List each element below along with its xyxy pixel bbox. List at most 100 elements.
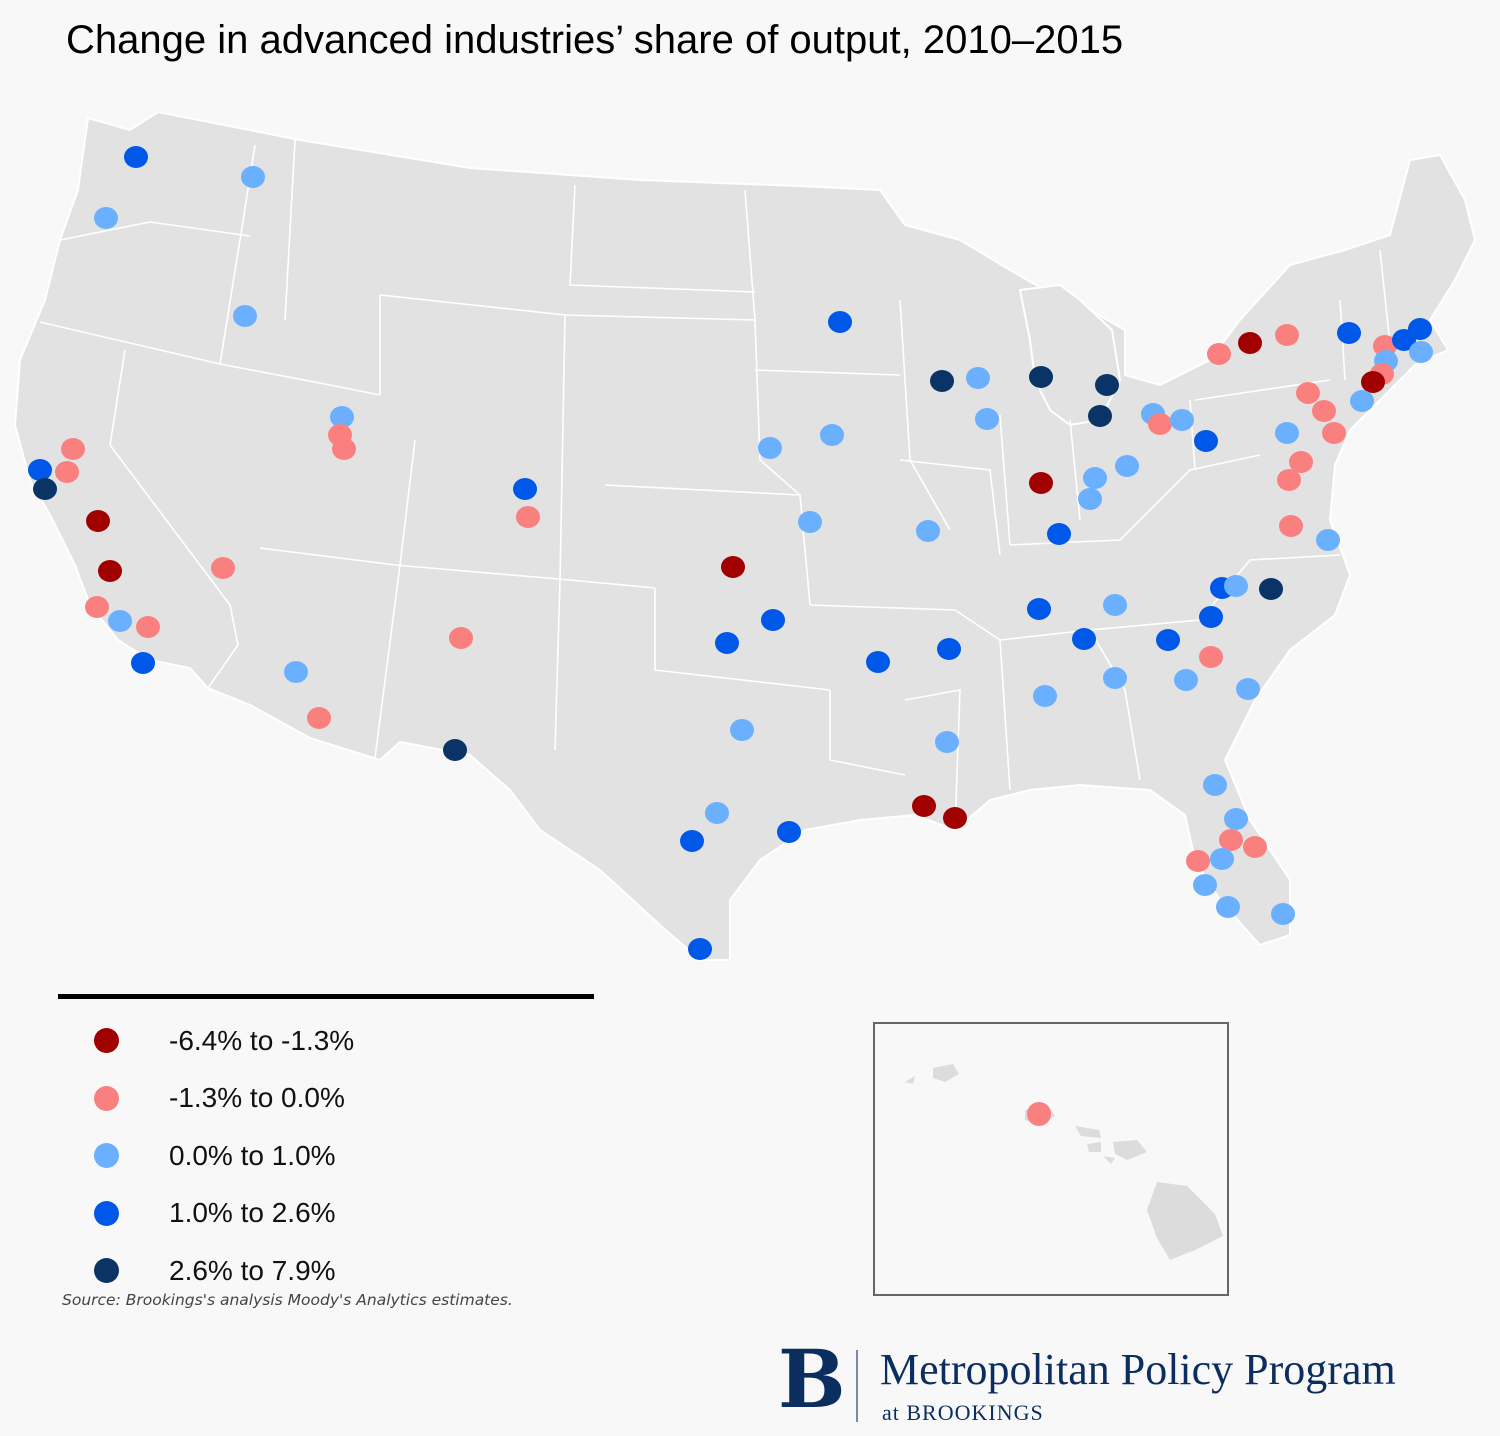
legend-label: -6.4% to -1.3% bbox=[169, 1024, 355, 1056]
metro-dot bbox=[449, 627, 473, 649]
hawaii-honolulu-dot bbox=[1027, 1102, 1051, 1126]
metro-dot bbox=[241, 166, 265, 188]
metro-dot bbox=[1203, 774, 1227, 796]
metro-dot bbox=[1029, 366, 1053, 388]
metro-dot bbox=[1103, 594, 1127, 616]
legend-swatch bbox=[94, 1085, 119, 1111]
metro-dot bbox=[211, 557, 235, 579]
metro-dot bbox=[1238, 332, 1262, 354]
metro-dot bbox=[1207, 343, 1231, 365]
metro-dot bbox=[332, 438, 356, 460]
legend-item: 0.0% to 1.0% bbox=[94, 1127, 354, 1185]
metro-dot bbox=[330, 406, 354, 428]
metro-dot bbox=[516, 506, 540, 528]
metro-dot bbox=[33, 478, 57, 500]
metro-dot bbox=[1078, 488, 1102, 510]
metro-dot bbox=[1224, 808, 1248, 830]
metro-dot bbox=[1224, 575, 1248, 597]
metro-dot bbox=[758, 437, 782, 459]
metro-dot bbox=[715, 632, 739, 654]
metro-dot bbox=[1277, 469, 1301, 491]
legend-label: 2.6% to 7.9% bbox=[169, 1254, 336, 1286]
metro-dot bbox=[94, 207, 118, 229]
metro-dot bbox=[1186, 850, 1210, 872]
metro-dot bbox=[777, 821, 801, 843]
metro-dot bbox=[1103, 667, 1127, 689]
metro-dot bbox=[1316, 529, 1340, 551]
metro-dot bbox=[1088, 405, 1112, 427]
metro-dot bbox=[935, 731, 959, 753]
metro-dot bbox=[1148, 413, 1172, 435]
metro-dot bbox=[1296, 382, 1320, 404]
metro-dot bbox=[1219, 829, 1243, 851]
metro-dot bbox=[307, 707, 331, 729]
legend-swatch bbox=[94, 1028, 119, 1054]
metro-dot bbox=[85, 596, 109, 618]
metro-dot bbox=[975, 408, 999, 430]
metro-dot bbox=[943, 807, 967, 829]
legend-rule bbox=[58, 994, 594, 999]
metro-dot bbox=[1337, 322, 1361, 344]
metro-dot bbox=[937, 638, 961, 660]
metro-dot bbox=[1170, 409, 1194, 431]
metro-dot bbox=[55, 461, 79, 483]
metro-dot bbox=[61, 438, 85, 460]
metro-dot bbox=[1216, 896, 1240, 918]
metro-dot bbox=[98, 560, 122, 582]
metro-dot bbox=[721, 556, 745, 578]
legend-item: -1.3% to 0.0% bbox=[94, 1070, 354, 1128]
metro-dot bbox=[1275, 324, 1299, 346]
metro-dot bbox=[828, 311, 852, 333]
metro-dot bbox=[705, 802, 729, 824]
brookings-logo: B Metropolitan Policy Program at BROOKIN… bbox=[778, 1334, 1458, 1430]
legend-item: 1.0% to 2.6% bbox=[94, 1185, 354, 1243]
metro-dot bbox=[1361, 371, 1385, 393]
metro-dot bbox=[1047, 523, 1071, 545]
metro-dot bbox=[1409, 341, 1433, 363]
metro-dot bbox=[1027, 598, 1051, 620]
metro-dot bbox=[1210, 848, 1234, 870]
metro-dot bbox=[233, 305, 257, 327]
metro-dot bbox=[688, 938, 712, 960]
metro-dot bbox=[1271, 903, 1295, 925]
us-map bbox=[13, 110, 1477, 961]
metro-dots bbox=[28, 146, 1433, 960]
hawaii-map bbox=[905, 1064, 1223, 1260]
metro-dot bbox=[124, 146, 148, 168]
legend-swatch bbox=[94, 1143, 119, 1169]
metro-dot bbox=[28, 459, 52, 481]
metro-dot bbox=[136, 616, 160, 638]
metro-dot bbox=[1083, 467, 1107, 489]
metro-dot bbox=[1259, 578, 1283, 600]
metro-dot bbox=[1174, 669, 1198, 691]
metro-dot bbox=[966, 367, 990, 389]
metro-dot bbox=[1243, 836, 1267, 858]
metro-dot bbox=[443, 739, 467, 761]
metro-dot bbox=[1275, 422, 1299, 444]
metro-dot bbox=[680, 830, 704, 852]
metro-dot bbox=[1072, 628, 1096, 650]
metro-dot bbox=[761, 609, 785, 631]
logo-letter: B bbox=[778, 1332, 846, 1426]
source-note: Source: Brookings's analysis Moody's Ana… bbox=[62, 1291, 513, 1309]
state-borders bbox=[39, 139, 1391, 831]
metro-dot bbox=[1350, 390, 1374, 412]
legend-swatch bbox=[94, 1200, 119, 1226]
metro-dot bbox=[1199, 606, 1223, 628]
legend-label: 0.0% to 1.0% bbox=[169, 1139, 336, 1171]
metro-dot bbox=[1194, 430, 1218, 452]
metro-dot bbox=[1322, 422, 1346, 444]
us-landmass bbox=[13, 110, 1477, 961]
metro-dot bbox=[866, 651, 890, 673]
metro-dot bbox=[930, 370, 954, 392]
metro-dot bbox=[912, 795, 936, 817]
legend-label: -1.3% to 0.0% bbox=[169, 1082, 345, 1114]
metro-dot bbox=[1236, 678, 1260, 700]
metro-dot bbox=[798, 511, 822, 533]
metro-dot bbox=[1033, 685, 1057, 707]
legend-item: -6.4% to -1.3% bbox=[94, 1012, 354, 1070]
metro-dot bbox=[1279, 515, 1303, 537]
program-sub: at BROOKINGS bbox=[882, 1400, 1044, 1425]
logo-divider bbox=[856, 1350, 858, 1422]
metro-dot bbox=[108, 610, 132, 632]
